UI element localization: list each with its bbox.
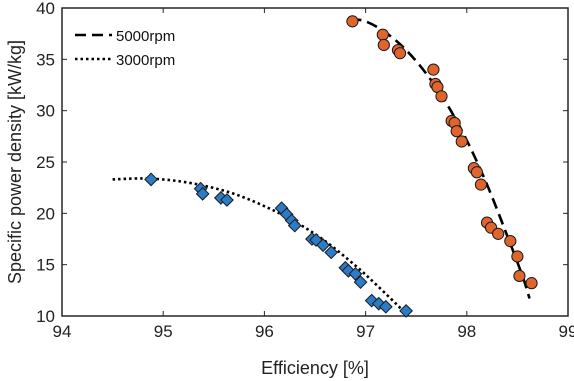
data-point-circle	[513, 269, 526, 283]
data-point-circle	[435, 90, 448, 103]
data-point-diamond	[324, 245, 339, 260]
y-axis-label: Specific power density [kW/kg]	[5, 40, 25, 284]
y-tick-label: 15	[36, 256, 55, 275]
data-point-diamond	[353, 275, 368, 290]
x-tick-label: 96	[255, 322, 274, 341]
y-tick-label: 35	[36, 50, 55, 69]
x-tick-label: 99	[559, 322, 574, 341]
plot-area	[61, 7, 569, 317]
fit-line-5000rpm	[350, 17, 531, 299]
legend-label-5000rpm: 5000rpm	[116, 28, 175, 45]
data-point-circle	[377, 38, 390, 52]
x-tick-label: 98	[457, 322, 476, 341]
data-point-circle	[346, 15, 359, 28]
data-point-diamond	[378, 299, 393, 314]
data-markers	[144, 15, 538, 318]
x-axis-label: Efficiency [%]	[261, 358, 369, 378]
data-point-diamond	[348, 266, 363, 281]
x-tick-label: 95	[154, 322, 173, 341]
fit-line-3000rpm	[112, 177, 408, 315]
data-point-diamond	[316, 238, 331, 253]
y-tick-label: 40	[36, 0, 55, 18]
data-point-diamond	[399, 303, 413, 318]
data-point-circle	[393, 47, 407, 60]
data-point-circle	[492, 227, 505, 240]
legend-label-3000rpm: 3000rpm	[116, 52, 175, 69]
data-point-circle	[474, 178, 488, 191]
axis-ticks: 94 95 96 97 98 99 10 15 20 25 30 35 40	[36, 0, 574, 341]
data-point-circle	[427, 63, 440, 76]
x-tick-label: 94	[53, 322, 72, 341]
data-point-circle	[504, 234, 517, 248]
data-point-circle	[376, 28, 389, 41]
data-point-diamond	[220, 193, 234, 207]
data-point-circle	[511, 250, 524, 263]
data-point-diamond	[195, 186, 210, 201]
y-tick-label: 20	[36, 204, 55, 223]
data-point-circle	[450, 125, 463, 138]
data-point-diamond	[144, 172, 158, 187]
fit-lines	[112, 17, 531, 315]
data-point-circle	[525, 277, 538, 290]
y-tick-label: 25	[36, 153, 55, 172]
legend: 5000rpm 3000rpm	[75, 28, 175, 69]
y-tick-label: 30	[36, 102, 55, 121]
data-point-circle	[455, 135, 468, 148]
data-point-diamond	[287, 218, 302, 233]
y-tick-label: 10	[36, 307, 55, 326]
data-point-circle	[470, 166, 484, 179]
x-tick-label: 97	[356, 322, 375, 341]
